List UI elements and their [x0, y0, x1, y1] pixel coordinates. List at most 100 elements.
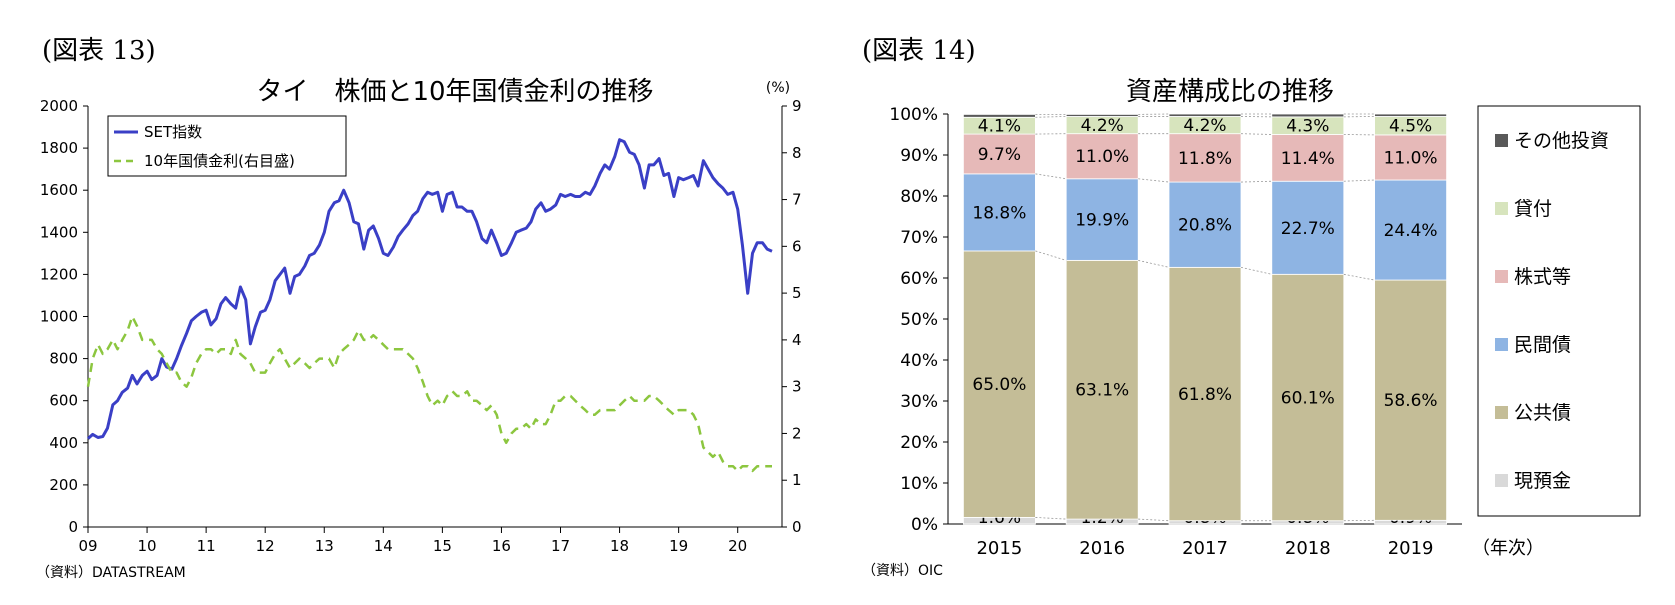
bar-segment-label: 20.8%	[1178, 216, 1232, 236]
left-tick-label: 800	[49, 350, 78, 368]
bar-segment-label: 61.8%	[1178, 385, 1232, 405]
right-tick-label: 6	[792, 237, 802, 255]
bar-y-tick-label: 60%	[900, 269, 938, 289]
bar-category-label: 2018	[1285, 538, 1331, 559]
legend-label: 10年国債金利(右目盛)	[144, 152, 295, 170]
bar-segment-label: 19.9%	[1075, 211, 1129, 231]
right-tick-label: 3	[792, 378, 802, 396]
line-legend-box	[107, 115, 347, 177]
right-tick-label: 4	[792, 331, 802, 349]
x-tick-label: 17	[551, 537, 570, 555]
left-tick-label: 1800	[40, 139, 78, 157]
left-tick-label: 400	[49, 434, 78, 452]
bar-y-tick-label: 100%	[889, 105, 938, 125]
bar-legend-label: 民間債	[1514, 334, 1571, 356]
bar-segment-label: 18.8%	[972, 203, 1026, 223]
x-tick-label: 15	[433, 537, 452, 555]
line-chart-source: （資料）DATASTREAM	[36, 565, 186, 581]
bar-segment	[963, 114, 1036, 118]
bar-category-label: 2019	[1388, 538, 1434, 559]
figure-14-label: (図表 14)	[862, 36, 976, 66]
bar-y-tick-label: 0%	[911, 515, 938, 535]
series-connector-line	[1035, 517, 1067, 520]
left-tick-label: 0	[68, 518, 78, 536]
bar-segment	[963, 250, 1036, 518]
bar-legend-swatch	[1495, 134, 1508, 147]
bar-legend-label: 株式等	[1514, 266, 1571, 288]
bar-y-tick-label: 10%	[900, 474, 938, 494]
bar-legend-label: 現預金	[1514, 470, 1571, 492]
left-tick-label: 1200	[40, 265, 78, 283]
bar-segment-label: 11.0%	[1075, 147, 1129, 167]
bar-segment	[1374, 113, 1447, 117]
bar-segment	[1271, 273, 1345, 522]
right-tick-label: 1	[792, 471, 802, 489]
bar-legend-box	[1477, 105, 1641, 517]
bar-legend-swatch	[1495, 406, 1508, 419]
x-tick-label: 09	[78, 537, 97, 555]
series-connector-line	[1035, 116, 1067, 118]
x-tick-label: 19	[669, 537, 688, 555]
bond-yield-line	[86, 315, 772, 473]
x-tick-label: 14	[374, 537, 393, 555]
series-connector-line	[1343, 273, 1375, 281]
bar-segment	[963, 133, 1036, 175]
bar-segment	[1065, 114, 1139, 117]
bar-segment	[1065, 178, 1139, 261]
bar-category-label: 2017	[1182, 538, 1228, 559]
bar-legend-label: 貸付	[1514, 198, 1552, 220]
right-tick-label: 9	[792, 97, 802, 115]
bar-segment	[963, 173, 1036, 252]
bar-segment	[1374, 279, 1447, 521]
bar-legend-swatch	[1495, 474, 1508, 487]
right-tick-label: 5	[792, 284, 802, 302]
bar-legend-label: その他投資	[1514, 130, 1609, 152]
x-tick-label: 20	[728, 537, 747, 555]
bar-segment-label: 63.1%	[1075, 381, 1129, 401]
bar-segment-label: 11.4%	[1281, 149, 1335, 169]
right-tick-label: 7	[792, 191, 802, 209]
bar-segment-label: 4.2%	[1081, 116, 1124, 136]
left-tick-label: 1000	[40, 308, 78, 326]
bar-y-tick-label: 50%	[900, 310, 938, 330]
x-tick-label: 12	[256, 537, 275, 555]
left-tick-label: 200	[49, 476, 78, 494]
bar-segment	[1168, 266, 1242, 522]
bar-legend-swatch	[1495, 338, 1508, 351]
bar-chart-source: （資料）OIC	[862, 563, 943, 579]
figure-13-label: (図表 13)	[42, 36, 156, 66]
right-tick-label: 0	[792, 518, 802, 536]
bar-y-tick-label: 40%	[900, 351, 938, 371]
bar-legend-swatch	[1495, 270, 1508, 283]
series-connector-line	[1343, 179, 1375, 182]
bar-chart-title: 資産構成比の推移	[1126, 77, 1334, 107]
series-connector-line	[1240, 266, 1272, 275]
series-connector-line	[1035, 173, 1067, 180]
bar-segment-label: 58.6%	[1384, 391, 1438, 411]
set-index-line	[87, 138, 773, 440]
left-tick-label: 1600	[40, 181, 78, 199]
series-connector-line	[1035, 250, 1067, 261]
bar-segment-label: 60.1%	[1281, 389, 1335, 409]
bar-segment	[1168, 113, 1242, 117]
bar-segment-label: 4.2%	[1183, 116, 1226, 136]
x-tick-label: 16	[492, 537, 511, 555]
series-connector-line	[1240, 133, 1272, 135]
right-tick-label: 2	[792, 424, 802, 442]
bar-segment	[1168, 181, 1242, 268]
bar-segment	[1168, 133, 1242, 183]
bar-segment-label: 4.1%	[978, 117, 1021, 137]
right-axis-unit: (%)	[766, 80, 790, 96]
bar-segment	[1374, 179, 1447, 281]
x-tick-label: 18	[610, 537, 629, 555]
line-chart: タイ 株価と10年国債金利の推移020040060080010001200140…	[40, 77, 802, 555]
right-tick-label: 8	[792, 144, 802, 162]
series-connector-line	[1138, 178, 1170, 183]
bar-y-tick-label: 20%	[900, 433, 938, 453]
x-tick-label: 13	[315, 537, 334, 555]
bar-segment-label: 24.4%	[1384, 221, 1438, 241]
bar-segment	[1271, 180, 1345, 275]
bar-segment-label: 22.7%	[1281, 219, 1335, 239]
bar-segment-label: 4.3%	[1286, 117, 1329, 137]
